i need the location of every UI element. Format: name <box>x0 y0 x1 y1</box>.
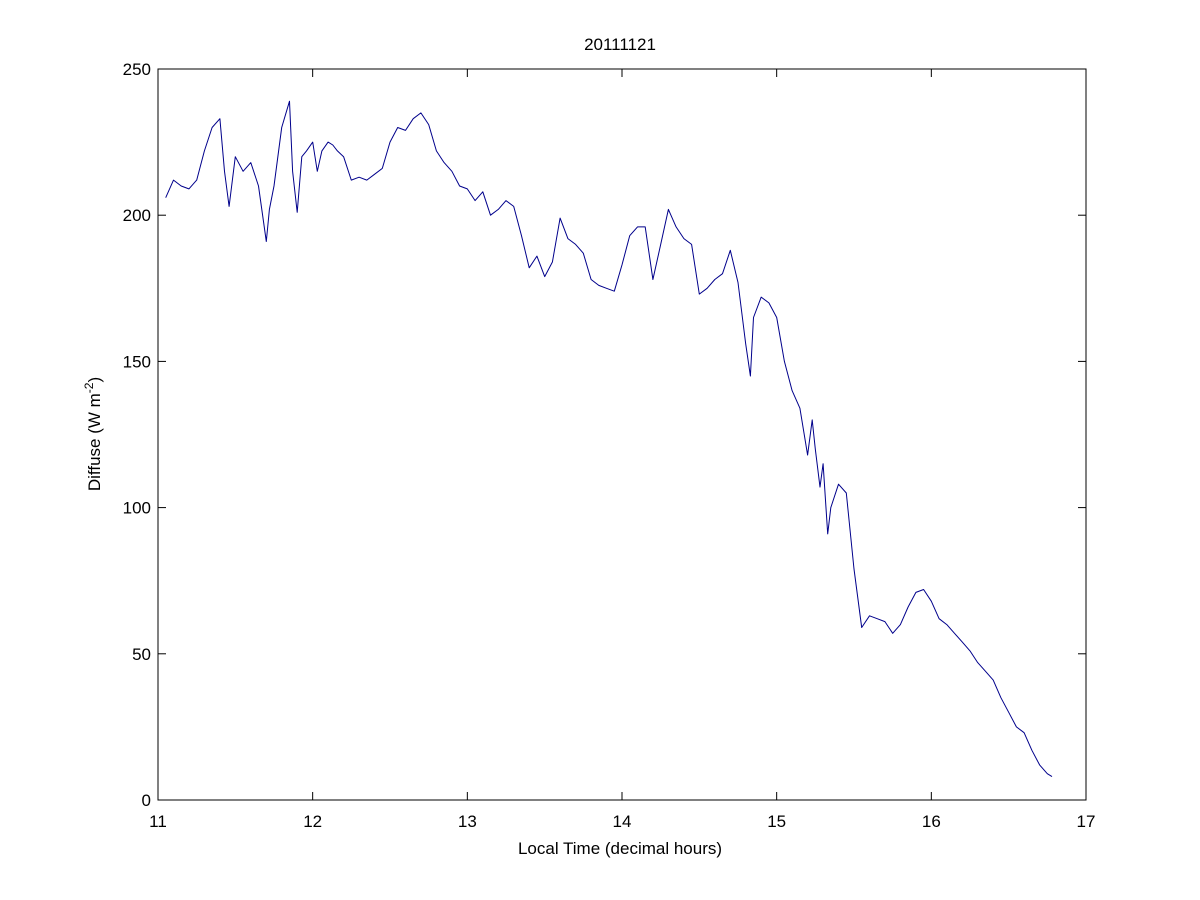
y-axis-label-main: Diffuse (W m <box>85 393 104 491</box>
x-tick-label: 12 <box>303 812 322 831</box>
x-tick-label: 14 <box>613 812 632 831</box>
y-tick-label: 100 <box>123 499 151 518</box>
y-tick-label: 50 <box>132 645 151 664</box>
axis-labels: 20111121 Local Time (decimal hours) Diff… <box>82 35 722 858</box>
y-axis-label-suffix: ) <box>85 377 104 383</box>
series-line-0 <box>165 100 1053 778</box>
y-axis-label-superscript: -2 <box>82 382 96 393</box>
y-tick-label: 200 <box>123 206 151 225</box>
x-axis-label: Local Time (decimal hours) <box>518 839 722 858</box>
x-tick-label: 13 <box>458 812 477 831</box>
y-tick-label: 250 <box>123 60 151 79</box>
y-tick-label: 150 <box>123 352 151 371</box>
y-tick-label: 0 <box>142 791 151 810</box>
y-axis-label: Diffuse (W m-2) <box>82 377 104 491</box>
x-tick-label: 11 <box>149 812 167 831</box>
x-tick-label: 16 <box>922 812 941 831</box>
x-tick-label: 15 <box>767 812 786 831</box>
x-tick-label: 17 <box>1077 812 1096 831</box>
chart-title: 20111121 <box>584 35 656 54</box>
axis-ticks: 11 12 13 14 15 16 17 0 50 100 150 200 250 <box>123 60 1096 831</box>
